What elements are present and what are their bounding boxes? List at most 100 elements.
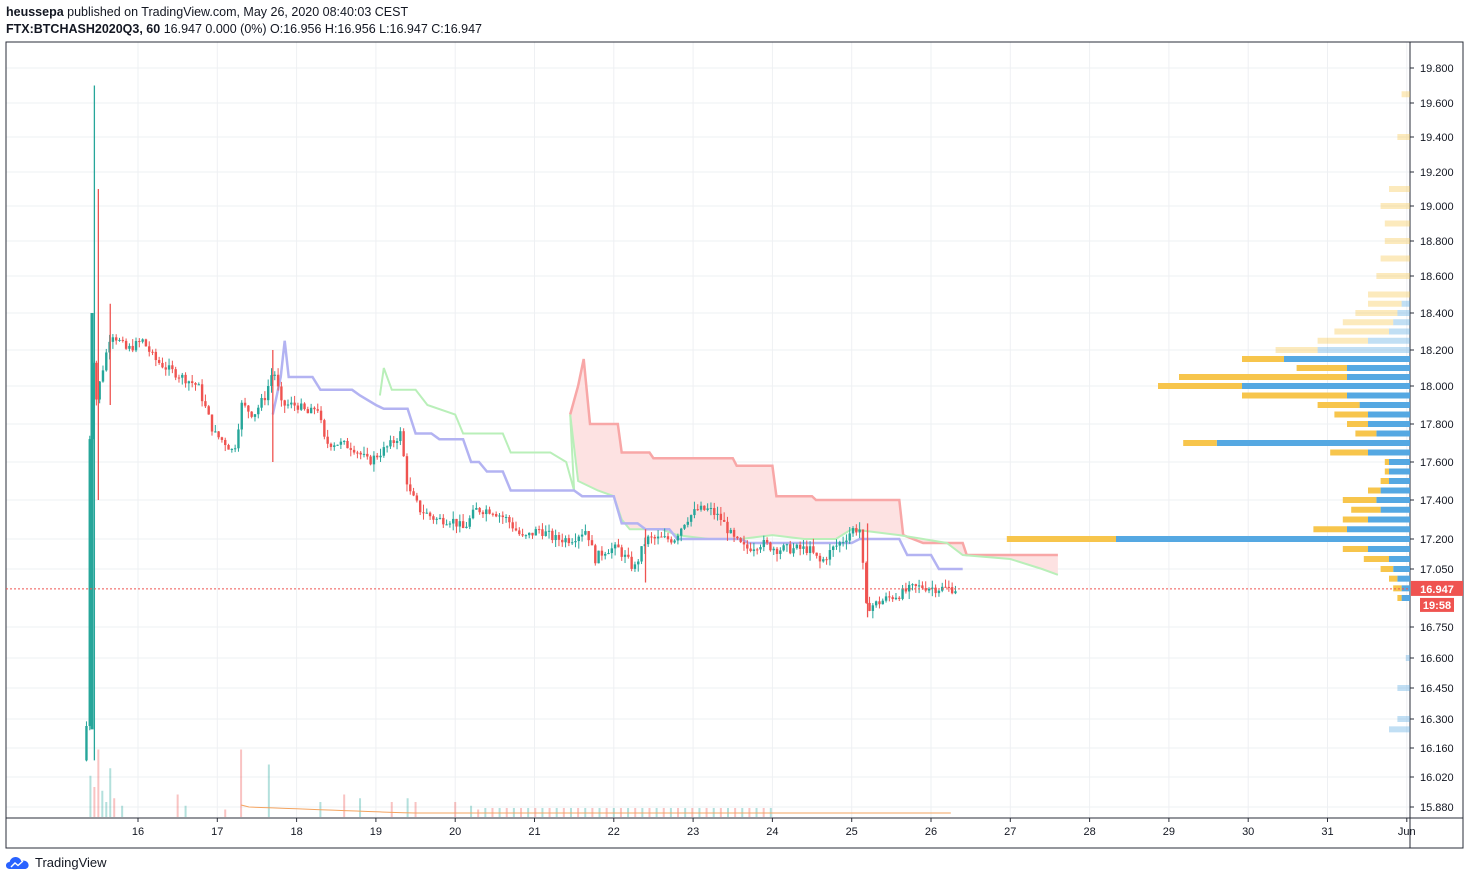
volume-bar [470, 805, 473, 817]
candle-body [604, 553, 607, 556]
candle-body [471, 509, 475, 519]
candle-body [534, 529, 538, 536]
candle-body [554, 535, 557, 541]
candle-body [187, 381, 191, 384]
price-tick-label: 16.600 [1420, 653, 1454, 665]
volume-profile-bar-up [1376, 430, 1410, 437]
candle-body [138, 341, 141, 343]
volume-bar [414, 802, 417, 817]
volume-profile-bar-down [1380, 203, 1410, 209]
volume-profile-bar-up [1317, 347, 1410, 353]
candle-body [184, 374, 187, 384]
volume-profile-bar-down [1368, 291, 1410, 298]
candle-body [389, 440, 392, 447]
volume-bar [105, 802, 108, 817]
volume-profile-bar-down [1342, 319, 1394, 326]
candle-body [607, 553, 610, 555]
publisher-name[interactable]: heussepa [6, 5, 64, 19]
candle-body [557, 535, 561, 540]
candle-body [871, 605, 875, 611]
candle-body [613, 544, 617, 549]
candle-body [247, 405, 250, 412]
candle-body [224, 439, 227, 446]
candle-body [121, 339, 125, 341]
candle-body [293, 402, 296, 406]
candle-body [686, 521, 690, 525]
volume-profile-bar-up [1347, 526, 1410, 533]
tradingview-cloud-icon [6, 856, 29, 869]
candle-body [253, 414, 257, 417]
candle-body [161, 362, 164, 368]
candle-body [461, 521, 465, 529]
volume-profile-bar-up [1284, 356, 1410, 362]
candle-body [366, 453, 369, 457]
volume-profile-bar-up [1397, 685, 1410, 691]
candle-body [260, 397, 263, 408]
volume-profile-bar-down [1296, 365, 1347, 371]
candle-body [273, 374, 276, 376]
candle-body [342, 440, 346, 442]
publish-info: published on TradingView.com, May 26, 20… [67, 5, 409, 19]
price-tick-label: 16.300 [1420, 714, 1454, 726]
candle-body [673, 540, 676, 543]
volume-profile-bar-up [1368, 337, 1410, 344]
candle-body [633, 564, 637, 569]
last-price-badge-bg [1411, 580, 1463, 596]
candle-body [805, 546, 808, 554]
volume-profile-bar-up [1347, 374, 1410, 380]
candle-body [141, 339, 144, 342]
candle-body [217, 431, 220, 438]
tradingview-logo[interactable]: TradingView [6, 855, 107, 870]
candle-body [772, 548, 775, 551]
candle-body [329, 443, 333, 447]
candle-body [194, 383, 197, 385]
ohlc-quote: 16.947 0.000 (0%) O:16.956 H:16.956 L:16… [163, 22, 482, 36]
candle-body [448, 523, 452, 525]
candle-body [148, 346, 151, 352]
candle-body [676, 535, 680, 541]
volume-profile-bar-down [1313, 526, 1347, 533]
volume-profile-bar-up [1116, 536, 1410, 542]
candle-body [736, 536, 739, 539]
candle-body [660, 536, 663, 538]
candle-body [874, 601, 878, 606]
candle-body [759, 547, 762, 550]
candle-body [950, 587, 954, 594]
symbol-label[interactable]: FTX:BTCHASH2020Q3, 60 [6, 22, 161, 36]
candle-body [511, 522, 514, 529]
candle-body [395, 441, 399, 443]
time-tick-label: 22 [608, 826, 620, 838]
candle-body [508, 517, 511, 523]
price-axis[interactable]: 19.800 19.600 19.400 19.200 19.000 18.800 18.6… [1410, 63, 1454, 814]
candle-body [498, 515, 501, 517]
candle-body [124, 340, 128, 349]
price-tick-label: 17.050 [1420, 564, 1454, 576]
candle-body [666, 536, 670, 540]
candle-body [114, 337, 118, 341]
volume-profile-bar-down [1342, 516, 1368, 523]
candle-body [286, 404, 290, 406]
candle-body [838, 542, 842, 546]
candle-body [369, 456, 372, 465]
candle-body [865, 562, 868, 603]
candle-body [729, 529, 732, 534]
volume-profile-bar-down [1380, 255, 1410, 262]
volume-profile-bar-down [1183, 440, 1217, 446]
cloud-upper-line [568, 358, 1058, 557]
candle-body [580, 534, 584, 537]
candle-body [537, 529, 541, 531]
candle-body [798, 544, 802, 549]
candle-body [154, 351, 158, 361]
volume-profile-bar-up [1368, 449, 1410, 456]
candle-body [276, 374, 280, 387]
volume-profile-bar-down [1363, 556, 1389, 562]
time-axis[interactable]: 16 17 18 19 20 21 22 23 24 25 26 27 28 29 30 31 Jun [132, 818, 1416, 838]
candle-body [435, 518, 438, 520]
volume-profile-bar-down [1380, 478, 1389, 484]
tradingview-logo-text: TradingView [35, 855, 107, 870]
candle-body [828, 550, 832, 560]
volume-profile [1006, 91, 1410, 733]
candle-body [167, 365, 171, 370]
candle-body [478, 507, 481, 513]
